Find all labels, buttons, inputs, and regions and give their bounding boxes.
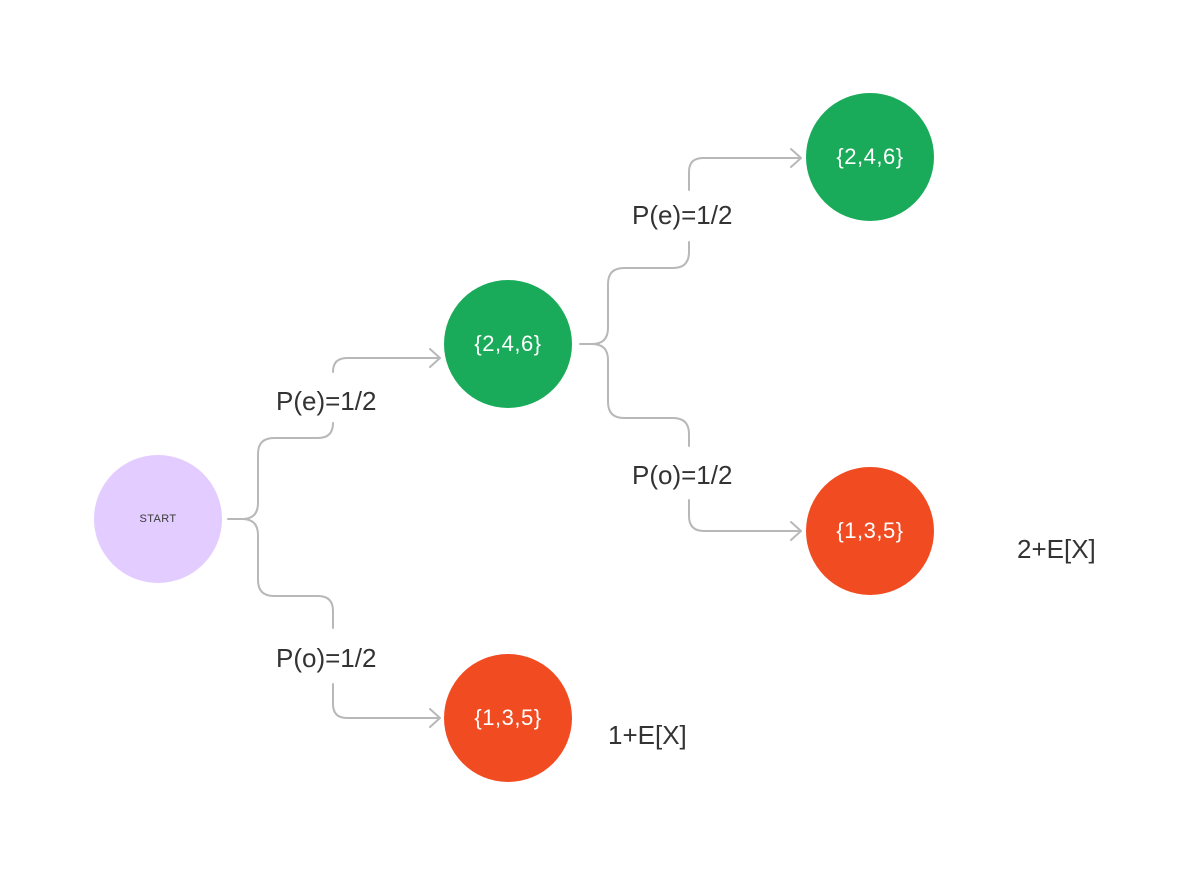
connector-start-even <box>227 422 334 520</box>
connector-start-odd-arrow <box>332 683 441 728</box>
start-node-label: START <box>139 513 177 525</box>
odd-outcome-node-1-label: {1,3,5} <box>474 705 542 730</box>
note-first-odd: 1+E[X] <box>608 720 687 750</box>
even-outcome-node-1: {2,4,6} <box>444 280 572 408</box>
edge-label-start-even: P(e)=1/2 <box>276 386 377 416</box>
odd-outcome-node-2-label: {1,3,5} <box>836 518 904 543</box>
even-outcome-node-2-label: {2,4,6} <box>836 144 904 169</box>
odd-outcome-node-1: {1,3,5} <box>444 654 572 782</box>
edge-label-even-even: P(e)=1/2 <box>632 200 733 230</box>
edge-label-start-odd: P(o)=1/2 <box>276 643 377 673</box>
edge-label-even-odd: P(o)=1/2 <box>632 460 733 490</box>
connector-even-even-arrow <box>688 148 802 191</box>
even-outcome-node-1-label: {2,4,6} <box>474 331 542 356</box>
connector-even-even <box>579 241 690 345</box>
connector-start-even-arrow <box>332 348 441 373</box>
start-node: START <box>94 455 222 583</box>
connector-even-odd-arrow <box>688 499 802 541</box>
note-second-odd: 2+E[X] <box>1017 534 1096 564</box>
even-outcome-node-2: {2,4,6} <box>806 93 934 221</box>
connector-start-odd <box>241 518 334 629</box>
connector-even-odd <box>591 343 690 447</box>
odd-outcome-node-2: {1,3,5} <box>806 467 934 595</box>
